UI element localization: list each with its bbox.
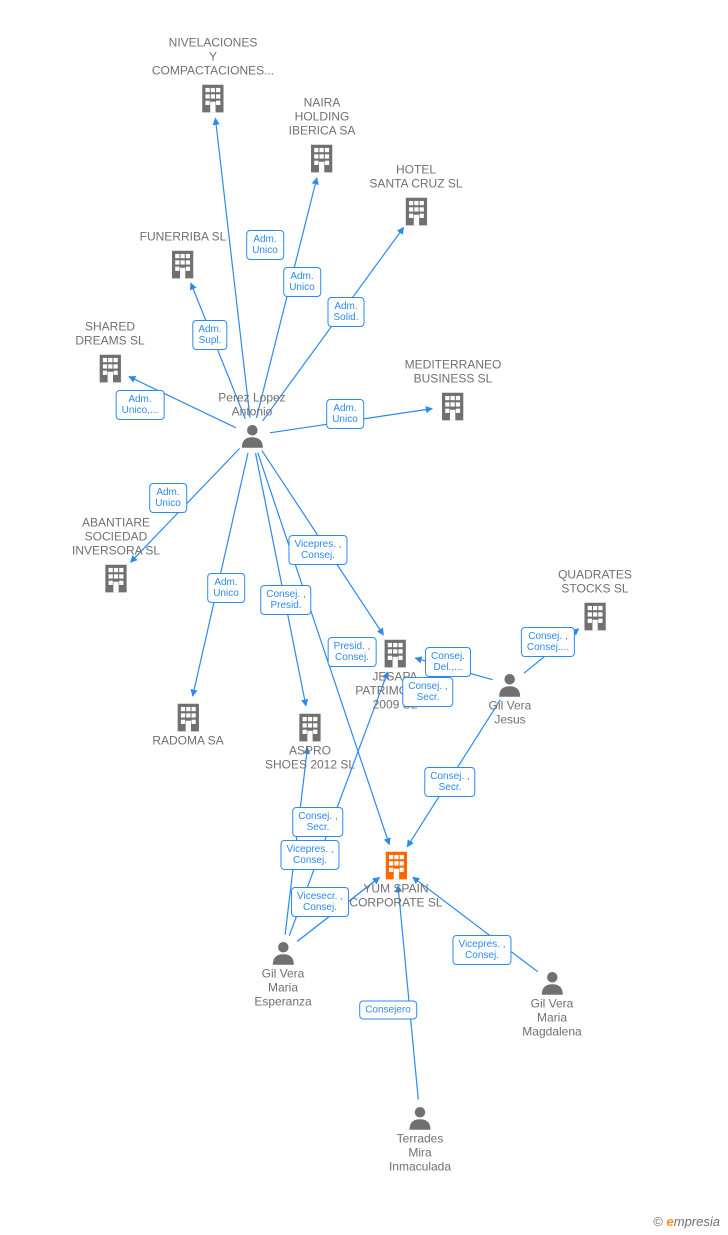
- node-label: FUNERRIBA SL: [140, 230, 227, 244]
- edge-label: Vicepres. , Consej.: [452, 935, 511, 965]
- node-label: HOTEL SANTA CRUZ SL: [369, 163, 462, 191]
- node-label: Gil Vera Jesus: [489, 699, 532, 727]
- node-label: MEDITERRANEO BUSINESS SL: [405, 358, 502, 386]
- company-node-funerriba[interactable]: FUNERRIBA SL: [140, 230, 227, 281]
- building-icon: [349, 848, 442, 882]
- person-node-terrades[interactable]: Terrades Mira Inmaculada: [389, 1104, 451, 1177]
- edge-label: Consej. , Presid.: [260, 585, 311, 615]
- edge-label: Adm. Unico: [149, 483, 187, 513]
- person-icon: [218, 422, 285, 450]
- node-label: Gil Vera Maria Magdalena: [522, 997, 581, 1039]
- person-node-perez[interactable]: Perez Lopez Antonio: [218, 391, 285, 450]
- edge-label: Adm. Unico,...: [116, 390, 165, 420]
- node-label: Terrades Mira Inmaculada: [389, 1132, 451, 1174]
- edge-line: [398, 885, 418, 1099]
- relationship-graph: NIVELACIONES Y COMPACTACIONES... NAIRA H…: [0, 0, 728, 1235]
- building-icon: [152, 81, 274, 115]
- building-icon: [152, 700, 223, 734]
- person-node-gilvera_esperanza[interactable]: Gil Vera Maria Esperanza: [254, 939, 311, 1012]
- building-icon: [265, 710, 355, 744]
- edge-label: Vicepres. , Consej.: [288, 535, 347, 565]
- company-node-shared[interactable]: SHARED DREAMS SL: [75, 320, 144, 385]
- edge-label: Adm. Supl.: [192, 320, 227, 350]
- company-node-nivelaciones[interactable]: NIVELACIONES Y COMPACTACIONES...: [152, 36, 274, 115]
- company-node-abantiare[interactable]: ABANTIARE SOCIEDAD INVERSORA SL: [72, 516, 160, 595]
- edge-label: Consej. , Secr.: [292, 807, 343, 837]
- watermark: © empresia: [653, 1214, 720, 1229]
- company-node-yum[interactable]: YUM SPAIN CORPORATE SL: [349, 848, 442, 913]
- person-icon: [389, 1104, 451, 1132]
- edge-label: Consej. , Secr.: [402, 677, 453, 707]
- edge-label: Adm. Unico: [326, 399, 364, 429]
- edge-label: Vicepres. , Consej.: [280, 840, 339, 870]
- node-label: RADOMA SA: [152, 734, 223, 748]
- node-label: NIVELACIONES Y COMPACTACIONES...: [152, 36, 274, 78]
- edge-label: Consejero: [359, 1001, 417, 1020]
- person-icon: [522, 969, 581, 997]
- edge-label: Adm. Unico: [246, 230, 284, 260]
- edge-label: Vicesecr. , Consej.: [291, 887, 349, 917]
- copyright-symbol: ©: [653, 1214, 663, 1229]
- company-node-aspro[interactable]: ASPRO SHOES 2012 SL: [265, 710, 355, 775]
- building-icon: [289, 141, 356, 175]
- company-node-hotel[interactable]: HOTEL SANTA CRUZ SL: [369, 163, 462, 228]
- brand-e: e: [667, 1214, 674, 1229]
- edge-label: Consej. Del.,...: [425, 647, 471, 677]
- building-icon: [72, 561, 160, 595]
- edge-label: Presid. , Consej.: [328, 637, 377, 667]
- node-label: YUM SPAIN CORPORATE SL: [349, 882, 442, 910]
- person-icon: [254, 939, 311, 967]
- node-label: Gil Vera Maria Esperanza: [254, 967, 311, 1009]
- edge-line: [256, 453, 306, 706]
- person-icon: [489, 671, 532, 699]
- node-label: QUADRATES STOCKS SL: [558, 568, 632, 596]
- node-label: SHARED DREAMS SL: [75, 320, 144, 348]
- building-icon: [75, 351, 144, 385]
- company-node-radoma[interactable]: RADOMA SA: [152, 700, 223, 751]
- edge-label: Consej. , Secr.: [424, 767, 475, 797]
- building-icon: [140, 247, 227, 281]
- node-label: ASPRO SHOES 2012 SL: [265, 744, 355, 772]
- company-node-naira[interactable]: NAIRA HOLDING IBERICA SA: [289, 96, 356, 175]
- person-node-gilvera_magdalena[interactable]: Gil Vera Maria Magdalena: [522, 969, 581, 1042]
- node-label: ABANTIARE SOCIEDAD INVERSORA SL: [72, 516, 160, 558]
- company-node-quadrates[interactable]: QUADRATES STOCKS SL: [558, 568, 632, 633]
- edge-label: Adm. Unico: [283, 267, 321, 297]
- building-icon: [405, 389, 502, 423]
- brand-rest: mpresia: [674, 1214, 720, 1229]
- company-node-mediterraneo[interactable]: MEDITERRANEO BUSINESS SL: [405, 358, 502, 423]
- node-label: Perez Lopez Antonio: [218, 391, 285, 419]
- edge-label: Adm. Unico: [207, 573, 245, 603]
- edge-line: [256, 178, 316, 418]
- edge-label: Consej. , Consej....: [521, 627, 575, 657]
- edge-label: Adm. Solid.: [327, 297, 364, 327]
- person-node-gilvera_jesus[interactable]: Gil Vera Jesus: [489, 671, 532, 730]
- building-icon: [369, 194, 462, 228]
- node-label: NAIRA HOLDING IBERICA SA: [289, 96, 356, 138]
